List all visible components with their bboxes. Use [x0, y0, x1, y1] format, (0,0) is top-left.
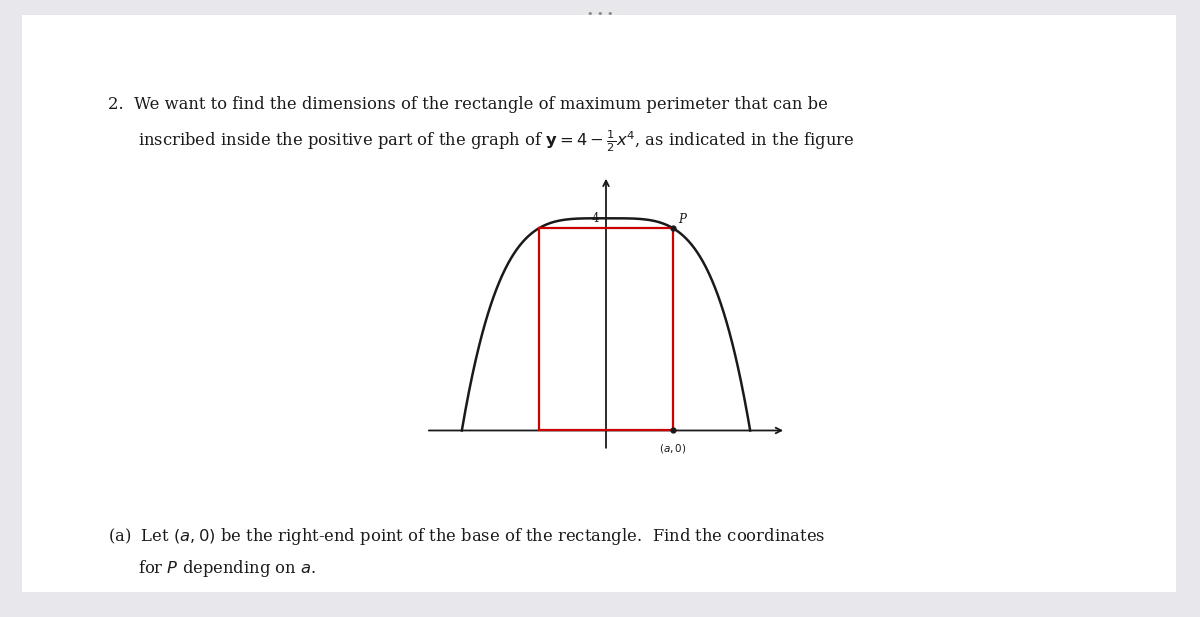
- Text: P: P: [678, 213, 686, 226]
- Text: • • •: • • •: [587, 9, 613, 19]
- Text: 4: 4: [592, 212, 599, 225]
- Text: 2.  We want to find the dimensions of the rectangle of maximum perimeter that ca: 2. We want to find the dimensions of the…: [108, 96, 828, 113]
- Text: $(a,0)$: $(a,0)$: [659, 442, 686, 455]
- Text: inscribed inside the positive part of the graph of $\mathbf{y} = 4 - \frac{1}{2}: inscribed inside the positive part of th…: [138, 128, 854, 154]
- Text: for $P$ depending on $a$.: for $P$ depending on $a$.: [138, 558, 316, 579]
- Text: (a)  Let $(a,0)$ be the right-end point of the base of the rectangle.  Find the : (a) Let $(a,0)$ be the right-end point o…: [108, 526, 826, 547]
- Bar: [539, 228, 673, 431]
